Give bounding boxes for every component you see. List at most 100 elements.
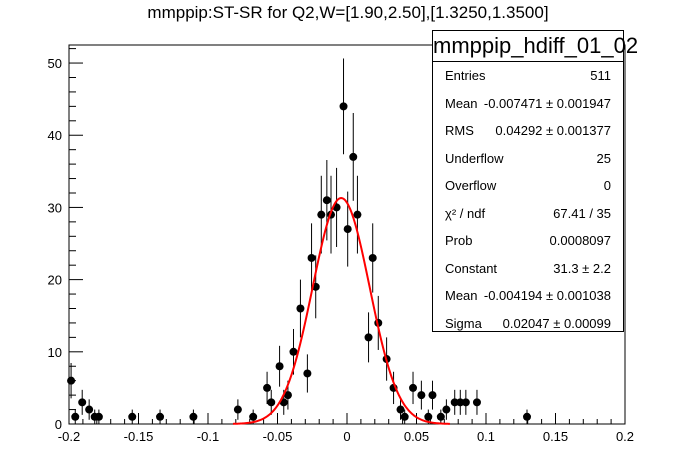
point-marker <box>417 391 426 400</box>
data-point <box>339 58 348 155</box>
data-point <box>156 409 165 424</box>
point-marker <box>400 412 409 421</box>
y-tick-label: 40 <box>48 128 62 143</box>
stats-row: Underflow 25 <box>433 145 623 173</box>
stats-label: Mean <box>445 288 478 303</box>
point-marker <box>156 412 165 421</box>
stats-label: Mean <box>445 95 478 111</box>
stats-value: -0.004194 ± 0.001038 <box>483 288 611 303</box>
stats-label: Entries <box>445 68 486 83</box>
data-point <box>364 312 373 363</box>
point-marker <box>307 253 316 262</box>
point-marker <box>94 412 103 421</box>
stats-row: Prob 0.0008097 <box>433 227 623 255</box>
data-point <box>442 399 451 420</box>
point-marker <box>71 412 80 421</box>
x-tick-label: -0.1 <box>197 429 219 444</box>
point-marker <box>85 405 94 414</box>
stats-value: 0.02047 ± 0.00099 <box>502 315 611 331</box>
x-tick-label: 0.05 <box>404 429 429 444</box>
y-tick-label: 30 <box>48 200 62 215</box>
data-point <box>317 175 326 254</box>
data-point <box>349 112 358 201</box>
stats-value: 31.3 ± 2.2 <box>553 260 611 276</box>
stats-label: Sigma <box>445 315 482 331</box>
data-point <box>353 175 362 254</box>
stats-label: RMS <box>445 123 474 138</box>
point-marker <box>233 405 242 414</box>
y-tick-label: 20 <box>48 273 62 288</box>
data-point <box>67 363 76 399</box>
axis-ticks <box>68 48 626 425</box>
data-point <box>275 345 284 387</box>
data-point <box>189 409 198 424</box>
point-marker <box>339 102 348 111</box>
data-point <box>417 380 426 410</box>
stats-row: Constant 31.3 ± 2.2 <box>433 255 623 283</box>
point-marker <box>289 347 298 356</box>
stats-value: 0 <box>603 178 611 193</box>
data-point <box>450 389 459 415</box>
data-point <box>94 409 103 424</box>
x-tick-label: -0.15 <box>124 429 154 444</box>
data-point <box>307 223 316 293</box>
stats-box: mmppip_hdiff_01_02 Entries 511 Mean -0.0074… <box>432 30 638 332</box>
point-marker <box>428 391 437 400</box>
point-marker <box>322 196 331 205</box>
stats-row: RMS 0.04292 ± 0.001377 <box>433 117 623 145</box>
data-point <box>400 409 409 424</box>
point-marker <box>78 398 87 407</box>
point-marker <box>424 412 433 421</box>
stats-value: 67.41 / 35 <box>553 205 611 221</box>
point-marker <box>296 304 305 313</box>
stats-row: Sigma 0.02047 ± 0.00099 <box>433 310 623 338</box>
point-marker <box>67 376 76 385</box>
point-marker <box>249 412 258 421</box>
stats-row: Mean -0.007471 ± 0.001947 <box>433 90 623 118</box>
stats-value: 0.0008097 <box>549 233 611 248</box>
point-marker <box>267 398 276 407</box>
stats-value: 511 <box>590 68 611 83</box>
stats-row: χ² / ndf 67.41 / 35 <box>433 200 623 228</box>
point-marker <box>317 210 326 219</box>
point-marker <box>456 398 465 407</box>
point-marker <box>303 369 312 378</box>
data-point <box>263 371 272 405</box>
stats-row: Entries 511 <box>433 62 623 90</box>
data-point <box>296 279 305 338</box>
stats-label: Prob <box>445 233 473 248</box>
stats-label: Constant <box>445 260 498 276</box>
data-point <box>128 409 137 424</box>
stats-label: Underflow <box>445 150 504 166</box>
data-point <box>267 389 276 415</box>
point-marker <box>472 398 481 407</box>
chart-title: mmppip:ST-SR for Q2,W=[1.90,2.50],[1.325… <box>147 3 549 22</box>
data-point <box>303 354 312 393</box>
data-point <box>428 380 437 410</box>
data-point <box>409 371 418 405</box>
y-tick-label: 50 <box>48 56 62 71</box>
point-marker <box>353 210 362 219</box>
point-marker <box>436 412 445 421</box>
data-point <box>523 409 532 424</box>
point-marker <box>396 405 405 414</box>
point-marker <box>364 333 373 342</box>
stats-value: -0.007471 ± 0.001947 <box>483 95 611 111</box>
stats-value: 0.04292 ± 0.001377 <box>495 123 611 138</box>
point-marker <box>283 391 292 400</box>
x-tick-label: -0.05 <box>263 429 293 444</box>
data-point <box>78 389 87 415</box>
point-marker <box>450 398 459 407</box>
point-marker <box>368 253 377 262</box>
stats-value: 25 <box>596 150 611 166</box>
stats-row: Overflow 0 <box>433 172 623 200</box>
data-point <box>461 389 470 415</box>
x-tick-label: -0.2 <box>58 429 80 444</box>
data-point <box>71 409 80 424</box>
x-tick-label: 0.1 <box>477 429 495 444</box>
point-marker <box>263 383 272 392</box>
stats-row: Mean -0.004194 ± 0.001038 <box>433 282 623 310</box>
point-marker <box>409 383 418 392</box>
point-marker <box>275 362 284 371</box>
